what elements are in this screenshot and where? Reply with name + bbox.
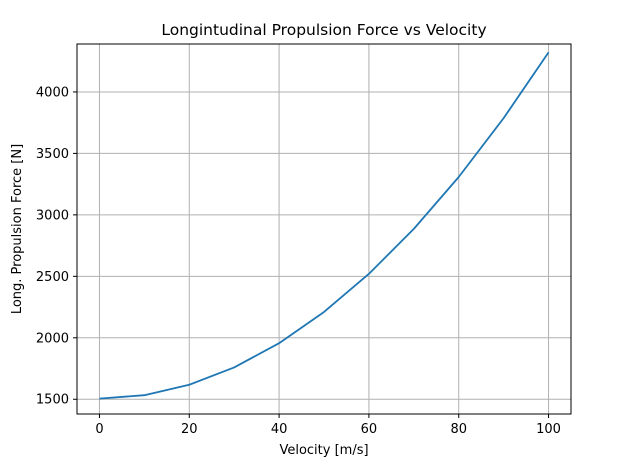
x-tick-label: 100 xyxy=(536,422,561,437)
y-tick-label: 3500 xyxy=(36,147,69,162)
x-tick-label: 20 xyxy=(181,422,198,437)
x-tick-label: 60 xyxy=(361,422,378,437)
x-axis-label: Velocity [m/s] xyxy=(279,443,368,458)
x-tick-label: 80 xyxy=(450,422,467,437)
ticks: 0 20 40 60 80 100 1500 2000 2500 3000 3500 4000 xyxy=(36,85,561,437)
series-layer xyxy=(99,51,550,400)
y-tick-label: 1500 xyxy=(36,393,69,408)
y-axis-label: Long. Propulsion Force [N] xyxy=(10,144,25,314)
y-tick-label: 4000 xyxy=(36,85,69,100)
plot-frame xyxy=(76,43,572,415)
y-tick-label: 2500 xyxy=(36,270,69,285)
x-tick-label: 0 xyxy=(95,422,103,437)
grid xyxy=(77,44,571,414)
series-line xyxy=(99,51,550,400)
x-tick-label: 40 xyxy=(271,422,288,437)
y-tick-label: 2000 xyxy=(36,331,69,346)
y-tick-label: 3000 xyxy=(36,208,69,223)
chart-title: Longintudinal Propulsion Force vs Veloci… xyxy=(161,21,486,39)
